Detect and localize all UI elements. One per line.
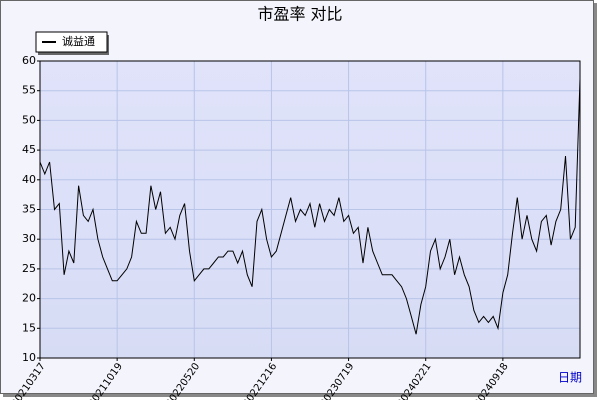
- x-axis-label: 日期: [558, 371, 582, 385]
- y-tick-label: 30: [22, 232, 36, 245]
- plot-border: [39, 60, 581, 359]
- y-tick-label: 15: [22, 321, 36, 334]
- series-line: [39, 78, 581, 335]
- y-tick-label: 60: [22, 54, 36, 67]
- chart-title: 市盈率 对比: [257, 5, 342, 24]
- y-tick-label: 45: [22, 143, 36, 156]
- y-tick-label: 50: [22, 113, 36, 126]
- y-tick-label: 10: [22, 351, 36, 364]
- y-tick-label: 55: [22, 84, 36, 97]
- y-tick-label: 20: [22, 292, 36, 305]
- y-tick-label: 25: [22, 262, 36, 275]
- legend-label: 诚益通: [62, 34, 95, 48]
- y-tick-label: 40: [22, 173, 36, 186]
- y-tick-label: 35: [22, 203, 36, 216]
- legend: 诚益通: [35, 31, 109, 55]
